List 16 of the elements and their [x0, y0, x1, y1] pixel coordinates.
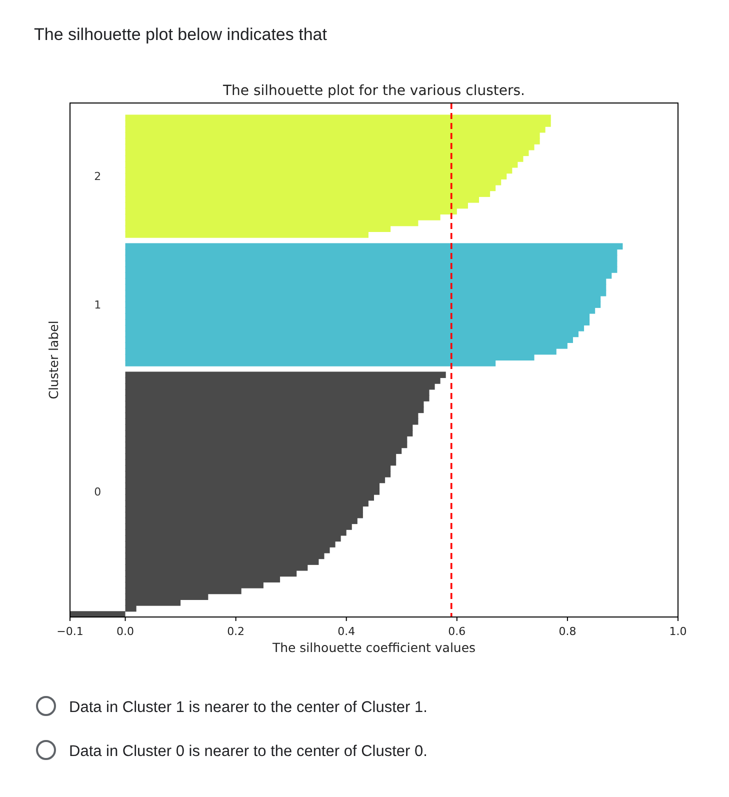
x-tick-label: 0.0 [116, 625, 134, 638]
x-axis-title: The silhouette coefficient values [271, 640, 476, 655]
x-tick-label: 0.4 [338, 625, 356, 638]
x-tick-label: 0.8 [558, 625, 576, 638]
text: Data in Cluster 0 is nearer to the center of Cluster 0. [69, 743, 428, 760]
text: Data in Cluster 1 is nearer to the center of Cluster 1. [69, 699, 428, 716]
x-tick-label: 1.0 [669, 625, 687, 638]
y-tick-label: 0 [94, 485, 102, 498]
chart-title: The silhouette plot for the various clusters. [222, 83, 525, 99]
x-tick-label: 0.6 [448, 625, 466, 638]
x-tick-label: −0.1 [56, 625, 84, 638]
y-tick-label: 2 [94, 170, 102, 183]
y-axis-title: Cluster label [46, 320, 61, 400]
x-tick-label: 0.2 [227, 625, 245, 638]
text: The silhouette plot below indicates that [34, 25, 328, 44]
y-tick-label: 1 [94, 298, 102, 312]
